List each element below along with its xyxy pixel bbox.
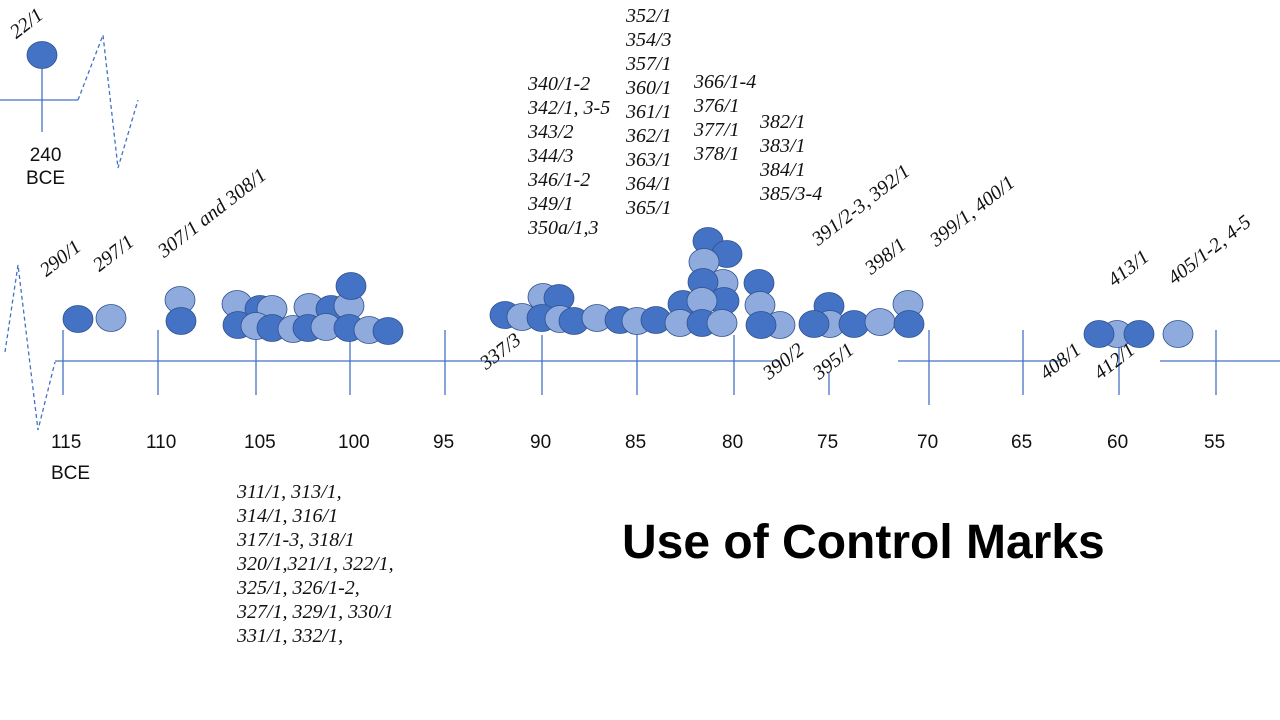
stack-item: 331/1, 332/1, [237, 625, 344, 647]
stack-item: 340/1-2 [528, 73, 591, 95]
stack-item: 361/1 [626, 101, 672, 123]
stack-item: 378/1 [694, 143, 740, 165]
tick-label: 55 [1204, 432, 1226, 453]
stack-item: 350a/1,3 [528, 217, 599, 239]
stack-item: 385/3-4 [760, 183, 823, 205]
control-mark-dot-dark [893, 310, 925, 338]
stack-item: 354/3 [626, 29, 672, 51]
stack-item: 366/1-4 [694, 71, 757, 93]
stack-79: 382/1 383/1 384/1 385/3-4 [760, 110, 822, 206]
tick-label: 70 [917, 432, 939, 453]
tick-era: BCE [51, 463, 91, 484]
stack-item: 343/2 [528, 121, 574, 143]
stack-85: 352/1 354/3 357/1 360/1 361/1 362/1 363/1 364/1… [626, 4, 672, 220]
stack-90: 340/1-2 342/1, 3-5 343/2 344/3 346/1-2 349/1 3… [528, 72, 610, 240]
stack-item: 311/1, 313/1, [237, 481, 342, 503]
control-mark-dot-dark [798, 310, 830, 338]
stack-item: 352/1 [626, 5, 672, 27]
stack-82: 366/1-4 376/1 377/1 378/1 [694, 70, 756, 166]
stack-item: 364/1 [626, 173, 672, 195]
stack-item: 349/1 [528, 193, 574, 215]
stack-item: 377/1 [694, 119, 740, 141]
control-mark-dot-light [864, 308, 896, 336]
tick-label: 75 [817, 432, 839, 453]
control-mark-dot-dark [62, 305, 94, 333]
stack-item: 360/1 [626, 77, 672, 99]
stack-item: 382/1 [760, 111, 806, 133]
control-mark-dot-dark [372, 317, 404, 345]
control-mark-dot-dark [1123, 320, 1155, 348]
tick-label: 90 [530, 432, 552, 453]
stack-item: 362/1 [626, 125, 672, 147]
tick-label: 115 [51, 432, 82, 453]
tick-label: 110 [146, 432, 177, 453]
stack-item: 327/1, 329/1, 330/1 [237, 601, 394, 623]
stack-item: 376/1 [694, 95, 740, 117]
stack-item: 383/1 [760, 135, 806, 157]
control-mark-dot-light [706, 309, 738, 337]
control-mark-dot-light [1162, 320, 1194, 348]
tick-label: 100 [338, 432, 370, 453]
control-mark-dot-dark [26, 41, 58, 69]
page-title: Use of Control Marks [622, 516, 1105, 569]
stack-item: 363/1 [626, 149, 672, 171]
tick-label: 60 [1107, 432, 1129, 453]
stack-item: 365/1 [626, 197, 672, 219]
tick-label: 85 [625, 432, 647, 453]
control-mark-dot-dark [165, 307, 197, 335]
stack-item: 317/1-3, 318/1 [237, 529, 355, 551]
control-mark-dot-dark [838, 310, 870, 338]
stack-item: 342/1, 3-5 [528, 97, 611, 119]
stack-item: 346/1-2 [528, 169, 591, 191]
control-mark-dot-dark [745, 311, 777, 339]
axis-break [4, 264, 56, 431]
tick-label: 65 [1011, 432, 1033, 453]
tick-label: 80 [722, 432, 744, 453]
tick-label: 105 [244, 432, 276, 453]
stack-item: 384/1 [760, 159, 806, 181]
inset-year: 240 BCE [26, 145, 66, 189]
tick-label: 95 [433, 432, 455, 453]
control-mark-dot-dark [1083, 320, 1115, 348]
stack-item: 314/1, 316/1 [237, 505, 339, 527]
stack-item: 357/1 [626, 53, 672, 75]
stack-item: 320/1,321/1, 322/1, [237, 553, 394, 575]
stack-105-100: 311/1, 313/1, 314/1, 316/1 317/1-3, 318/1 3… [237, 480, 394, 648]
axis-break [77, 34, 139, 169]
stack-item: 344/3 [528, 145, 574, 167]
control-mark-dot-light [95, 304, 127, 332]
control-mark-dot-dark [335, 272, 367, 300]
stack-item: 325/1, 326/1-2, [237, 577, 360, 599]
